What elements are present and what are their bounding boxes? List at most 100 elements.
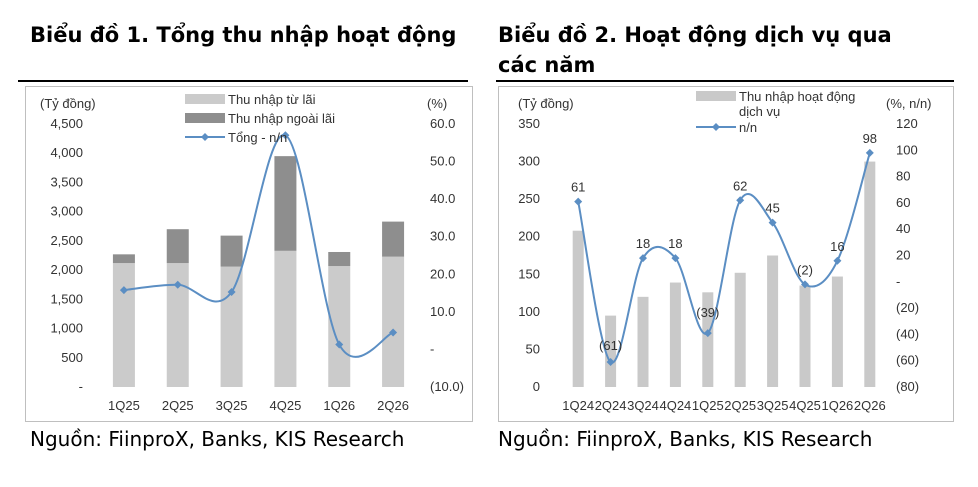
chart2-bar [572,230,584,387]
chart1-bar-noninterest [328,251,351,267]
chart1-y-tick-label: 2,500 [50,233,83,248]
chart1-bar-interest [112,263,135,387]
chart2-x-tick-label: 4Q24 [659,398,691,413]
chart2-title: Biểu đồ 2. Hoạt động dịch vụ qua các năm [498,23,892,77]
chart1-line-point [119,286,128,295]
chart1-svg: (Tỷ đồng) (%) - 500 1,000 1,500 2,000 2,500 3,00… [25,86,473,422]
chart1-y-tick-label: 1,500 [50,291,83,306]
chart2-y2-tick-label: 120 [896,116,918,131]
chart2-bar [864,161,876,387]
chart1-y2-tick-label: 10.0 [430,304,455,319]
chart1-legend-swatch-interest [185,94,225,104]
chart1-divider [18,80,468,82]
chart2-x-tick-label: 1Q24 [562,398,594,413]
chart1-y2-tick-label: - [430,341,434,356]
chart1-line-point [173,280,182,289]
chart2-x-tick-label: 2Q25 [724,398,756,413]
chart1-y2-axis-label: (%) [427,96,447,111]
chart2-y-tick-label: 250 [518,191,540,206]
chart2-bar [734,272,746,387]
chart2-bar [702,292,714,387]
chart2-y-tick-label: 100 [518,304,540,319]
chart2-legend-bar: Thu nhập hoạt động [739,89,855,104]
chart1-source: Nguồn: FiinproX, Banks, KIS Research [30,427,405,451]
chart2-y2-tick-label: 100 [896,142,918,157]
chart1-y-tick-label: - [79,379,83,394]
chart2-data-label: 18 [636,236,650,251]
chart2-y-tick-label: 200 [518,229,540,244]
chart2-y2-tick-label: (40) [896,326,919,341]
chart2-x-tick-label: 3Q25 [757,398,789,413]
chart2-y2-tick-label: 20 [896,248,910,263]
chart1-line-series [123,134,394,358]
chart1-y2-tick-label: 50.0 [430,154,455,169]
chart2-y2-tick-label: 80 [896,169,910,184]
chart2-bar [831,276,843,387]
chart2-line-point [736,196,745,205]
chart2-y-axis-label: (Tỷ đồng) [518,96,574,111]
chart1-legend-interest: Thu nhập từ lãi [228,92,316,107]
chart2-y-tick-label: 150 [518,266,540,281]
chart2-legend-line: n/n [739,120,757,135]
chart1-bar-interest [166,263,189,387]
chart2-legend-swatch-bar [696,91,736,101]
chart2-x-tick-label: 2Q24 [595,398,627,413]
chart2-line-point [833,256,842,265]
chart1-bar-noninterest [274,156,297,251]
chart1-y2-tick-label: (10.0) [430,379,464,394]
chart2-line-point [768,218,777,227]
chart2-data-label: 45 [765,201,779,216]
chart1-y-tick-label: 500 [61,350,83,365]
chart1-bar-noninterest [166,229,189,264]
chart1-bar-noninterest [220,235,243,267]
chart1-x-tick-label: 1Q26 [323,398,355,413]
chart2-data-label: 61 [571,180,585,195]
chart1-y-tick-label: 1,000 [50,321,83,336]
chart2-bar [605,315,617,387]
chart2-line-point [606,358,615,367]
chart2-line-point [671,254,680,263]
chart2-line-series [577,152,871,364]
chart2-y-tick-label: 0 [533,379,540,394]
chart1-legend-marker [201,133,209,141]
chart1-x-tick-label: 2Q25 [162,398,194,413]
chart2-bar [669,282,681,387]
chart2-data-label: 62 [733,178,747,193]
chart2-data-label: 98 [863,131,877,146]
chart2-frame [498,86,954,422]
chart1-bar-interest [274,250,297,387]
chart1-y-tick-label: 2,000 [50,262,83,277]
chart2-line-point [639,254,647,263]
chart2-y2-tick-label: - [896,274,900,289]
chart1-line-point [389,328,398,337]
chart1-line-point [335,340,344,349]
chart2-data-label: 18 [668,236,682,251]
chart2-x-tick-label: 1Q25 [692,398,724,413]
chart2-line-point [703,329,712,338]
chart2-source: Nguồn: FiinproX, Banks, KIS Research [498,427,873,451]
chart1-y-tick-label: 4,500 [50,116,83,131]
chart2-bar [637,296,649,387]
chart2-data-label: 16 [830,239,844,254]
chart1-y2-tick-label: 40.0 [430,191,455,206]
chart1-y2-tick-label: 30.0 [430,229,455,244]
chart1-bar-noninterest [112,254,135,264]
chart2-y2-tick-label: 40 [896,221,910,236]
chart1-x-tick-label: 3Q25 [216,398,248,413]
chart2-y-tick-label: 50 [526,341,540,356]
chart1-x-tick-label: 4Q25 [270,398,302,413]
chart2-line-point [574,197,583,206]
chart2-bar [767,255,779,387]
chart1-title: Biểu đồ 1. Tổng thu nhập hoạt động [30,23,457,47]
chart1-y-tick-label: 4,000 [50,145,83,160]
chart1-line-point [281,131,290,140]
chart2-y2-tick-label: 60 [896,195,910,210]
chart2-y2-tick-label: (20) [896,300,919,315]
chart2-x-tick-label: 1Q26 [821,398,853,413]
chart2-y-tick-label: 300 [518,154,540,169]
chart1-y-tick-label: 3,500 [50,174,83,189]
chart1-y2-tick-label: 60.0 [430,116,455,131]
chart1-legend-swatch-noninterest [185,113,225,123]
chart2-line-point [801,280,809,289]
chart2-legend-bar-line2: dịch vụ [739,104,780,119]
